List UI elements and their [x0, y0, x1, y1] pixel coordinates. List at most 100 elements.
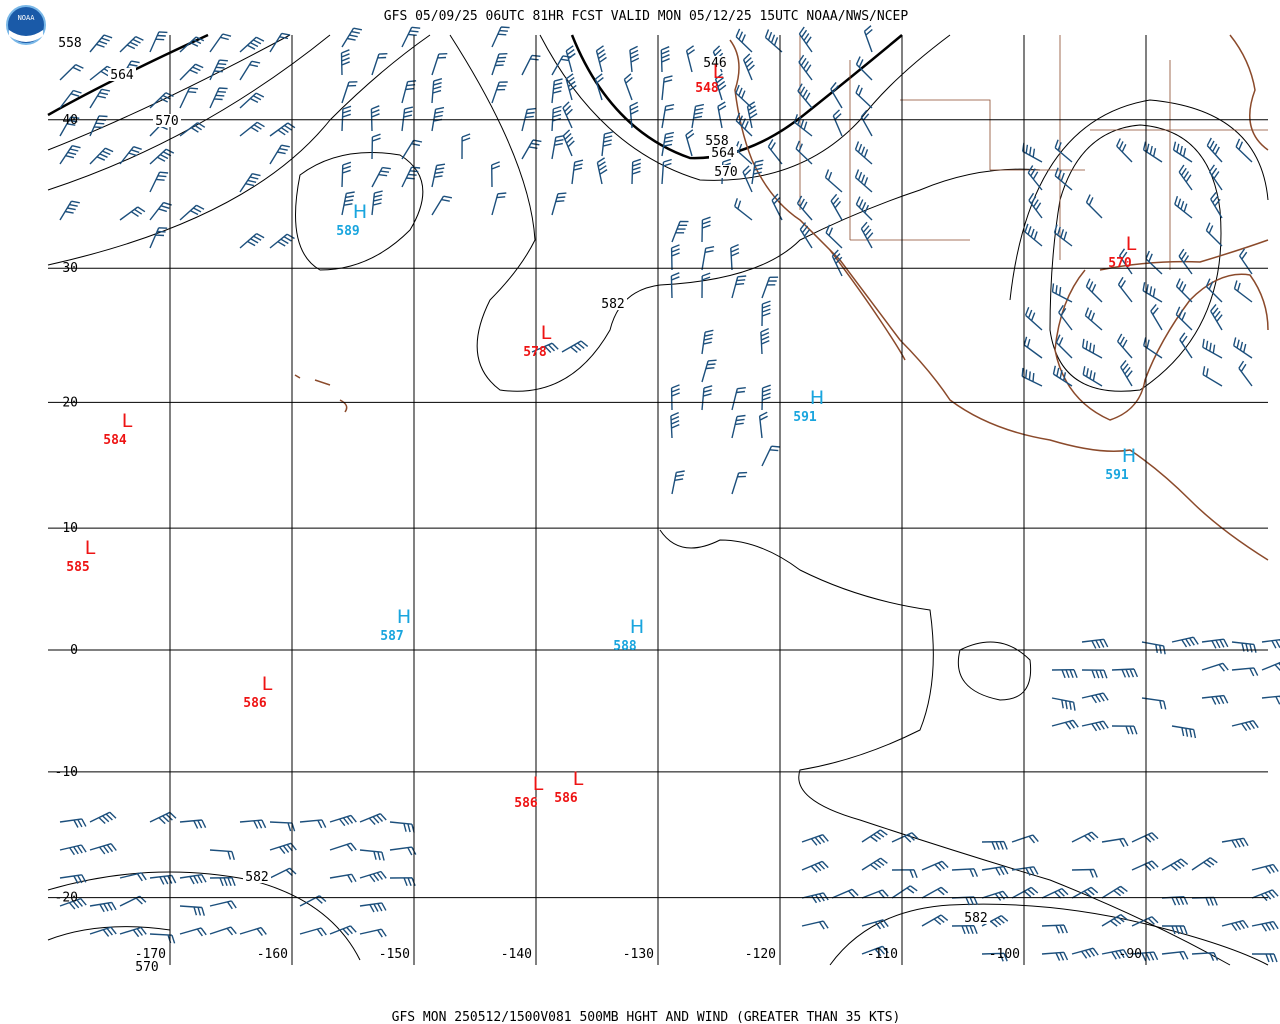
wind-barb [119, 872, 147, 882]
state-borders [799, 35, 1268, 270]
wind-barb [1205, 278, 1223, 303]
wind-barb [832, 109, 843, 137]
map-caption: GFS MON 250512/1500V081 500MB HGHT AND W… [392, 1010, 901, 1024]
wind-barb [329, 925, 357, 936]
wind-barb [1261, 638, 1280, 649]
wind-barb [209, 849, 235, 860]
wind-barb [1054, 167, 1073, 191]
wind-barb [59, 200, 80, 221]
wind-barb [731, 414, 746, 439]
wind-barb [671, 220, 689, 243]
wind-barb [861, 919, 889, 930]
wind-barb [299, 927, 327, 937]
wind-barb [149, 227, 168, 249]
label-backdrop [56, 36, 84, 49]
wind-barb [179, 819, 207, 829]
wind-barb [1085, 194, 1103, 219]
wind-barb [565, 73, 577, 101]
wind-barb [491, 161, 501, 188]
wind-barb [1201, 662, 1229, 672]
wind-barb [1233, 337, 1253, 359]
wind-barb [594, 73, 604, 101]
wind-barb [1221, 919, 1249, 932]
wind-barb [1191, 857, 1218, 871]
wind-barb [863, 25, 873, 53]
wind-barb [861, 829, 888, 843]
wind-barb [596, 157, 608, 185]
wind-barb [601, 131, 613, 157]
wind-barb [1081, 669, 1108, 679]
wind-barb [1145, 250, 1163, 275]
wind-barb [521, 107, 536, 132]
coastline [1229, 34, 1269, 151]
wind-barb [854, 169, 873, 193]
wind-barb [831, 888, 859, 899]
wind-barb [1150, 303, 1163, 331]
wind-barb [1210, 191, 1223, 219]
wind-barb [561, 340, 589, 353]
wind-barb [731, 471, 748, 495]
wind-barb [921, 860, 949, 872]
wind-barb [269, 233, 295, 249]
wind-barb [1252, 953, 1278, 963]
wind-barb [371, 53, 388, 76]
center-value: 586 [554, 791, 578, 806]
wind-barb [341, 191, 355, 216]
wind-barb [491, 192, 507, 216]
wind-barb [1054, 139, 1073, 163]
wind-barb [1251, 920, 1279, 932]
wind-barb [595, 45, 607, 73]
wind-barb [209, 87, 228, 109]
wind-barb [359, 849, 385, 861]
contour-line [47, 34, 291, 151]
wind-barb [1071, 831, 1099, 843]
wind-barb [799, 222, 813, 249]
wind-barb [701, 385, 713, 411]
wind-barb [269, 144, 290, 165]
wind-barb [1081, 720, 1109, 732]
longitude-label: -100 [989, 947, 1020, 962]
center-value: 587 [380, 629, 403, 644]
coastline [729, 39, 1269, 561]
wind-barb [796, 195, 813, 221]
wind-barb [119, 35, 144, 53]
wind-barb [371, 166, 391, 188]
contour-label: 564 [110, 68, 134, 83]
wind-barb [764, 29, 783, 53]
wind-barb [401, 80, 417, 104]
wind-barb [59, 874, 87, 884]
wind-barb [981, 865, 1009, 876]
wind-barb [1011, 834, 1039, 844]
contour-label: 558 [58, 36, 81, 51]
wind-barb [59, 897, 87, 910]
wind-barb [701, 359, 717, 383]
wind-barb [565, 45, 576, 73]
wind-barb [1221, 837, 1249, 849]
wind-barb [239, 121, 265, 137]
wind-barb [758, 411, 768, 439]
noaa-logo: NOAA [6, 5, 46, 45]
wind-barb [685, 45, 696, 73]
wind-barb [89, 843, 117, 855]
contour-label: 558 [705, 134, 728, 149]
wind-barb [89, 88, 111, 109]
wind-barb [1071, 868, 1098, 878]
wind-barb [742, 165, 753, 193]
wind-barb [1175, 306, 1193, 331]
wind-barb [742, 53, 755, 81]
wind-barb [1021, 367, 1043, 387]
wind-barb [730, 243, 740, 271]
wind-barb [1206, 137, 1223, 163]
wind-barb [1101, 914, 1128, 927]
longitude-label: -160 [257, 947, 288, 962]
wind-barb [149, 31, 168, 53]
wind-barb [861, 945, 889, 957]
center-value: 586 [243, 696, 267, 711]
wind-barb [1205, 222, 1223, 247]
contour-line [47, 34, 431, 266]
wind-barb [830, 193, 843, 221]
wind-barb [861, 889, 889, 899]
wind-barb [269, 867, 297, 879]
center-letter: L [85, 537, 96, 559]
wind-barb [661, 158, 672, 185]
